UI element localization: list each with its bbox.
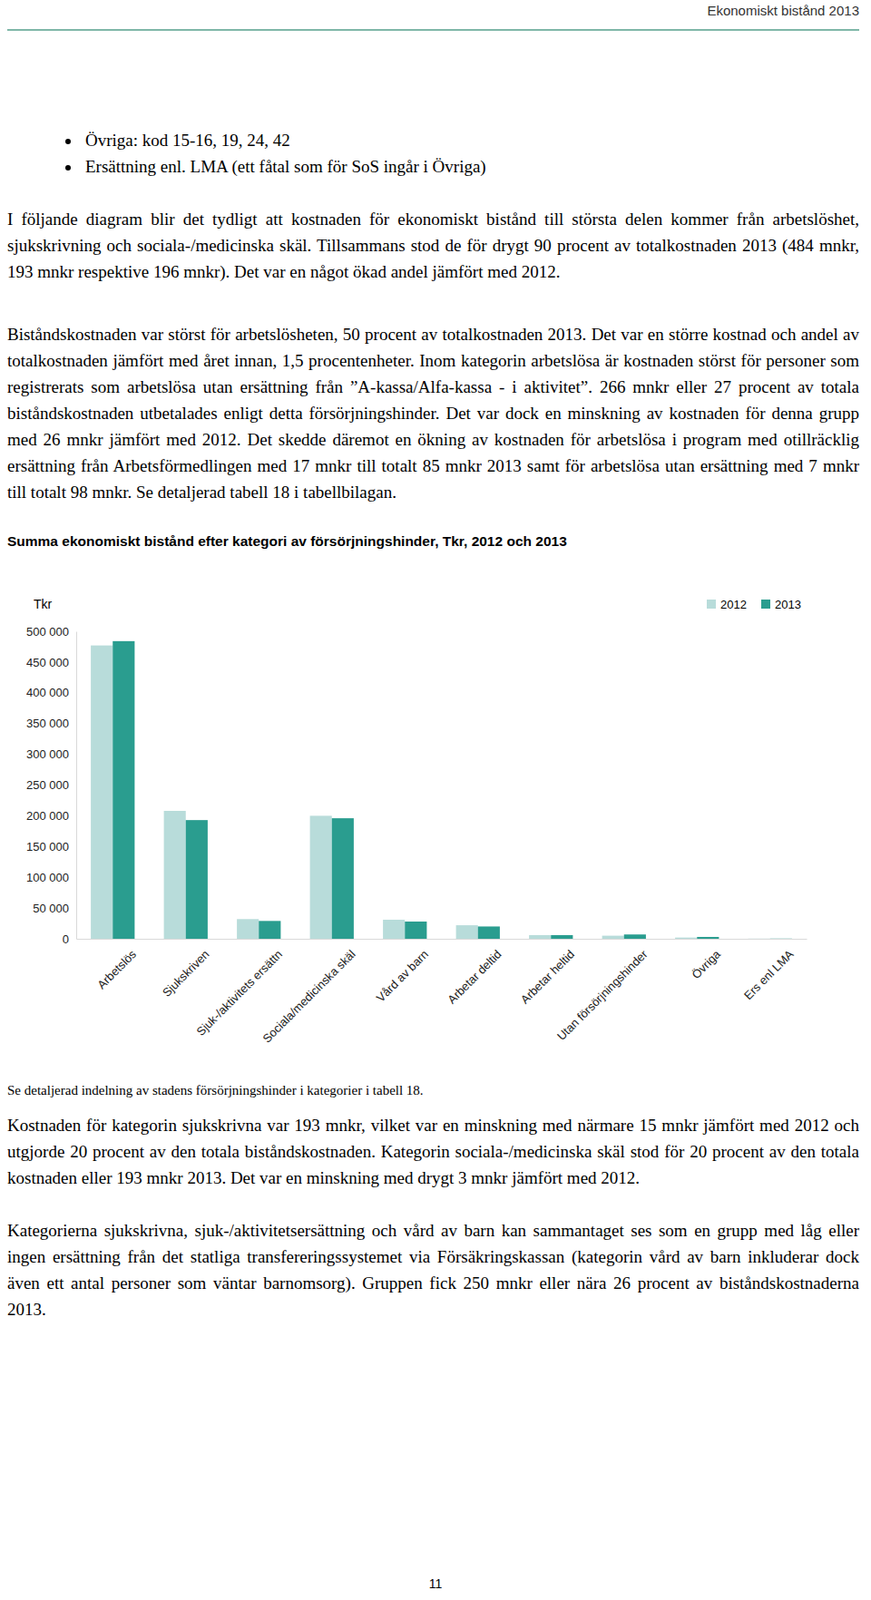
x-tick-label: Sociala/medicinska skäl [259, 947, 358, 1046]
legend-label: 2013 [774, 597, 802, 612]
bar [748, 938, 771, 940]
bar [602, 936, 625, 940]
page-number: 11 [0, 1576, 871, 1592]
y-axis: 0 50 000 100 000 150 000 200 000 250 000 300 0… [26, 625, 78, 947]
y-tick: 150 000 [26, 840, 77, 854]
bar [332, 818, 354, 940]
x-tick-label: Vård av barn [373, 947, 431, 1005]
bar [624, 934, 646, 940]
bar [478, 926, 500, 940]
bars [90, 641, 793, 940]
bar [164, 811, 186, 940]
bar [258, 920, 281, 940]
x-axis: ArbetslösSjukskrivenSjuk-/aktivitets ers… [77, 939, 808, 1047]
chart-title: Summa ekonomiskt bistånd efter kategori … [7, 532, 860, 551]
bar [528, 935, 551, 940]
x-tick-label: Övriga [688, 947, 724, 982]
bar [90, 645, 113, 940]
y-tick: 300 000 [26, 747, 77, 762]
x-tick: Sociala/medicinska skäl [259, 939, 358, 1047]
bullet-item: Ersättning enl. LMA (ett fåtal som för S… [81, 153, 860, 180]
x-tick: Arbetslös [94, 939, 139, 992]
x-tick-label: Arbetslös [94, 947, 139, 992]
y-tick-label: 250 000 [26, 778, 69, 793]
x-tick-label: Sjukskriven [159, 947, 213, 1000]
y-tick-label: 200 000 [26, 809, 69, 823]
legend-swatch [706, 599, 716, 609]
legend-swatch [761, 599, 771, 609]
y-tick: 200 000 [26, 809, 77, 823]
x-tick: Arbetar heltid [518, 939, 578, 1008]
y-tick: 500 000 [26, 625, 77, 639]
bar [770, 938, 793, 940]
x-tick-label: Arbetar heltid [518, 947, 578, 1007]
y-tick-label: 150 000 [26, 840, 69, 854]
y-tick: 450 000 [26, 655, 77, 670]
bar [404, 921, 427, 940]
x-tick: Vård av barn [373, 939, 431, 1006]
bullet-list: Övriga: kod 15-16, 19, 24, 42Ersättning … [7, 127, 860, 180]
paragraph: Biståndskostnaden var störst för arbetsl… [7, 321, 860, 506]
x-tick: Utan försörjningshinder [554, 939, 651, 1044]
chart: 0 50 000 100 000 150 000 200 000 250 000 300 0… [7, 550, 860, 1082]
x-axis-line [77, 939, 808, 940]
bar [550, 935, 573, 940]
x-tick: Arbetar deltid [444, 939, 504, 1008]
x-tick-label: Utan försörjningshinder [554, 947, 651, 1044]
x-tick-label: Ers enl LMA [741, 947, 797, 1003]
legend: 2012 2013 [706, 597, 802, 612]
bar [112, 641, 135, 940]
y-tick-label: 50 000 [32, 901, 69, 916]
y-tick-label: 350 000 [26, 716, 69, 731]
y-tick: 350 000 [26, 716, 77, 731]
y-tick-label: 400 000 [26, 685, 69, 700]
legend-label: 2012 [720, 597, 747, 612]
y-tick-label: 450 000 [26, 655, 69, 670]
y-axis-title: Tkr [33, 596, 53, 612]
bar [185, 820, 208, 940]
y-axis-line [76, 632, 78, 940]
x-tick: Ers enl LMA [741, 939, 797, 1003]
x-tick-label: Arbetar deltid [444, 947, 504, 1007]
paragraph: Kategorierna sjukskrivna, sjuk-/aktivite… [7, 1217, 860, 1323]
note: Se detaljerad indelning av stadens försö… [7, 1081, 860, 1100]
paragraph: Kostnaden för kategorin sjukskrivna var … [7, 1112, 860, 1192]
bar [696, 937, 719, 940]
y-tick: 250 000 [26, 778, 77, 793]
x-tick: Övriga [688, 939, 724, 982]
y-tick-label: 100 000 [26, 871, 69, 885]
page-header: Ekonomiskt bistånd 2013 [7, 0, 860, 31]
bar [675, 938, 697, 940]
y-tick: 400 000 [26, 685, 77, 700]
bar [456, 925, 479, 940]
paragraph: I följande diagram blir det tydligt att … [7, 205, 860, 285]
y-tick: 100 000 [26, 871, 77, 885]
bar [310, 815, 333, 940]
y-tick: 50 000 [32, 901, 77, 916]
bar [236, 919, 259, 940]
y-tick: 0 [62, 932, 77, 947]
y-tick-label: 300 000 [26, 747, 69, 762]
x-tick: Sjukskriven [159, 939, 213, 1000]
y-tick-label: 500 000 [26, 625, 69, 639]
bar [382, 919, 405, 940]
bullet-item: Övriga: kod 15-16, 19, 24, 42 [81, 127, 860, 154]
y-tick-label: 0 [62, 932, 69, 947]
